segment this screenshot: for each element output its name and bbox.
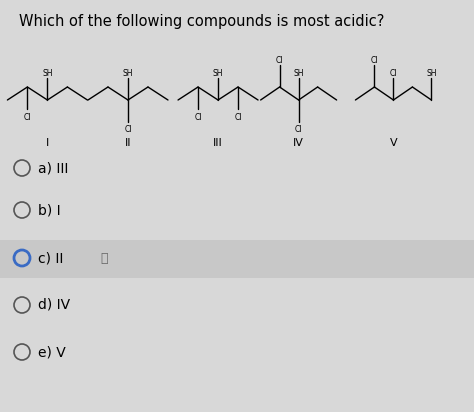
Text: Cl: Cl <box>295 126 302 134</box>
Text: III: III <box>213 138 223 148</box>
Text: Cl: Cl <box>124 126 132 134</box>
Text: I: I <box>46 138 49 148</box>
Text: 👆: 👆 <box>100 251 108 265</box>
Bar <box>0 240 474 278</box>
Text: Cl: Cl <box>390 68 397 77</box>
Text: d) IV: d) IV <box>38 298 70 312</box>
Text: Cl: Cl <box>371 56 378 65</box>
Text: e) V: e) V <box>38 345 66 359</box>
Text: V: V <box>390 138 397 148</box>
Text: SH: SH <box>426 68 437 77</box>
Text: b) I: b) I <box>38 203 61 217</box>
Text: Cl: Cl <box>276 56 283 65</box>
Text: c) II: c) II <box>38 251 64 265</box>
Text: SH: SH <box>123 68 133 77</box>
Text: IV: IV <box>293 138 304 148</box>
Text: Cl: Cl <box>234 112 242 122</box>
Text: Cl: Cl <box>24 112 31 122</box>
Text: SH: SH <box>293 68 304 77</box>
Text: Cl: Cl <box>194 112 202 122</box>
Text: SH: SH <box>42 68 53 77</box>
Text: SH: SH <box>213 68 223 77</box>
Text: Which of the following compounds is most acidic?: Which of the following compounds is most… <box>19 14 384 29</box>
Text: II: II <box>125 138 131 148</box>
Text: a) III: a) III <box>38 161 68 175</box>
